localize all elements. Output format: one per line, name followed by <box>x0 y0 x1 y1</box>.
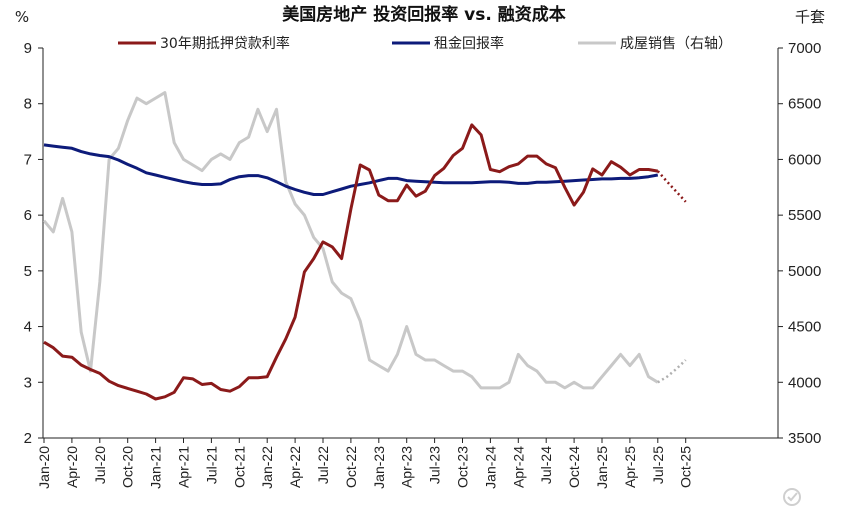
x-tick-label: Apr-23 <box>399 446 415 488</box>
x-tick-label: Apr-24 <box>510 446 526 488</box>
legend-item-mortgage: 30年期抵押贷款利率 <box>118 35 290 52</box>
right-tick-label: 5000 <box>788 263 821 280</box>
right-tick-label: 6500 <box>788 96 821 113</box>
legend-item-sales: 成屋销售（右轴） <box>578 36 732 52</box>
x-tick-label: Jul-24 <box>538 446 554 484</box>
x-tick-label: Jan-24 <box>482 446 498 489</box>
x-tick-label: Jan-20 <box>36 446 52 489</box>
left-axis-ticks: 2 3 4 5 6 7 8 9 <box>24 40 43 447</box>
watermark-check-icon <box>787 492 798 502</box>
x-tick-label: Jan-23 <box>371 446 387 489</box>
right-tick-label: 3500 <box>788 430 821 447</box>
legend-label-mortgage: 30年期抵押贷款利率 <box>160 35 290 52</box>
left-tick-label: 9 <box>24 40 32 57</box>
x-tick-label: Jan-22 <box>259 446 275 489</box>
series-line-rent <box>43 143 659 196</box>
x-axis-ticks: Jan-20 Apr-20 Jul-20 Oct-20 Jan-21 Apr-21 Jul-… <box>36 438 694 489</box>
legend-label-rent: 租金回报率 <box>434 35 504 52</box>
right-tick-label: 6000 <box>788 151 821 168</box>
left-axis-unit: % <box>15 8 29 26</box>
right-tick-label: 4500 <box>788 319 821 336</box>
left-tick-label: 6 <box>24 207 32 224</box>
series-forecast-mortgage <box>657 359 687 384</box>
x-tick-label: Apr-21 <box>176 446 192 488</box>
watermark-logo-icon <box>783 488 801 506</box>
right-axis-ticks: 3500 4000 4500 5000 5500 6000 6500 7000 <box>778 40 821 447</box>
x-tick-label: Jul-23 <box>427 446 443 484</box>
x-tick-label: Oct-20 <box>120 446 136 488</box>
left-tick-label: 7 <box>24 151 32 168</box>
series-layer <box>42 91 687 401</box>
x-tick-label: Jan-25 <box>594 446 610 489</box>
left-tick-label: 8 <box>24 96 32 113</box>
x-tick-label: Apr-20 <box>64 446 80 488</box>
right-tick-label: 7000 <box>788 40 821 57</box>
left-tick-label: 3 <box>24 374 32 391</box>
right-tick-label: 4000 <box>788 374 821 391</box>
legend: 30年期抵押贷款利率 租金回报率 成屋销售（右轴） <box>118 35 732 52</box>
x-tick-label: Apr-22 <box>287 446 303 488</box>
series-line-mortgage <box>42 91 659 390</box>
series-forecast-sales <box>656 170 687 203</box>
x-tick-label: Jul-22 <box>315 446 331 484</box>
x-tick-label: Jul-20 <box>92 446 108 484</box>
legend-label-sales: 成屋销售（右轴） <box>620 36 732 52</box>
chart-title: 美国房地产 投资回报率 vs. 融资成本 <box>282 4 565 25</box>
x-tick-label: Jan-21 <box>148 446 164 489</box>
left-tick-label: 2 <box>24 430 32 447</box>
left-tick-label: 5 <box>24 263 32 280</box>
x-tick-label: Jul-25 <box>650 446 666 484</box>
left-tick-label: 4 <box>24 319 32 336</box>
x-tick-label: Oct-22 <box>343 446 359 488</box>
x-tick-label: Oct-23 <box>455 446 471 488</box>
legend-item-rent: 租金回报率 <box>392 35 504 52</box>
watermark <box>783 488 801 506</box>
series-line-sales <box>43 123 659 401</box>
x-tick-label: Oct-24 <box>566 446 582 488</box>
x-tick-label: Oct-25 <box>678 446 694 488</box>
x-tick-label: Oct-21 <box>231 446 247 488</box>
right-axis-unit: 千套 <box>795 8 825 26</box>
x-tick-label: Apr-25 <box>622 446 638 488</box>
x-tick-label: Jul-21 <box>203 446 219 484</box>
right-tick-label: 5500 <box>788 207 821 224</box>
